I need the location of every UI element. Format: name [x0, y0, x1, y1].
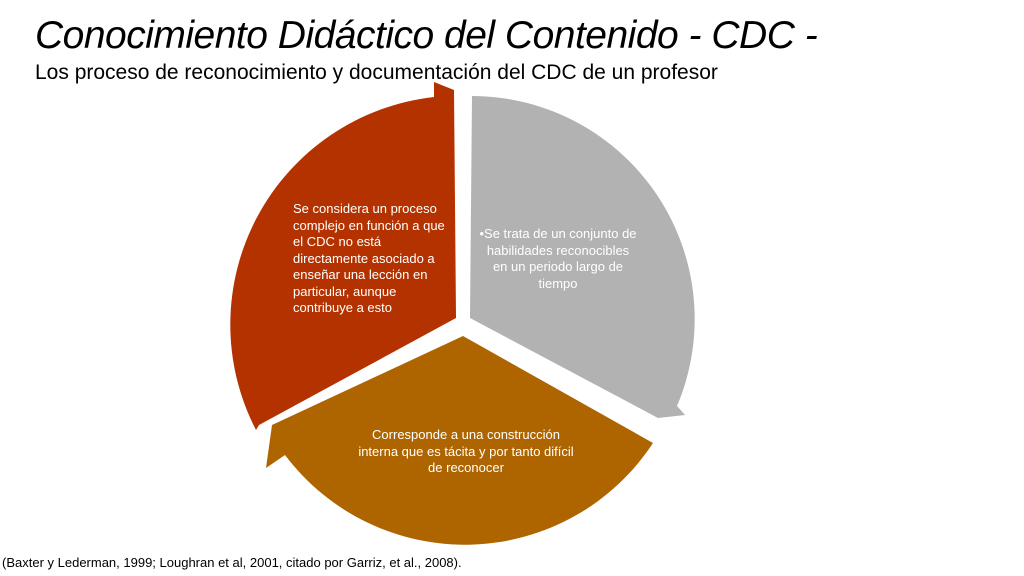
citation: (Baxter y Lederman, 1999; Loughran et al… [2, 555, 462, 570]
cycle-segment-bottom [266, 336, 653, 545]
slide-title: Conocimiento Didáctico del Contenido - C… [35, 14, 818, 57]
segment-left-text: Se considera un proceso complejo en func… [293, 201, 445, 315]
slide-subtitle: Los proceso de reconocimiento y document… [35, 61, 718, 84]
cycle-segment-left [230, 82, 456, 430]
segment-right-text: •Se trata de un conjunto de habilidades … [479, 226, 637, 291]
segment-bottom-text: Corresponde a una construcción interna q… [358, 427, 574, 475]
cycle-segment-right [470, 96, 695, 418]
